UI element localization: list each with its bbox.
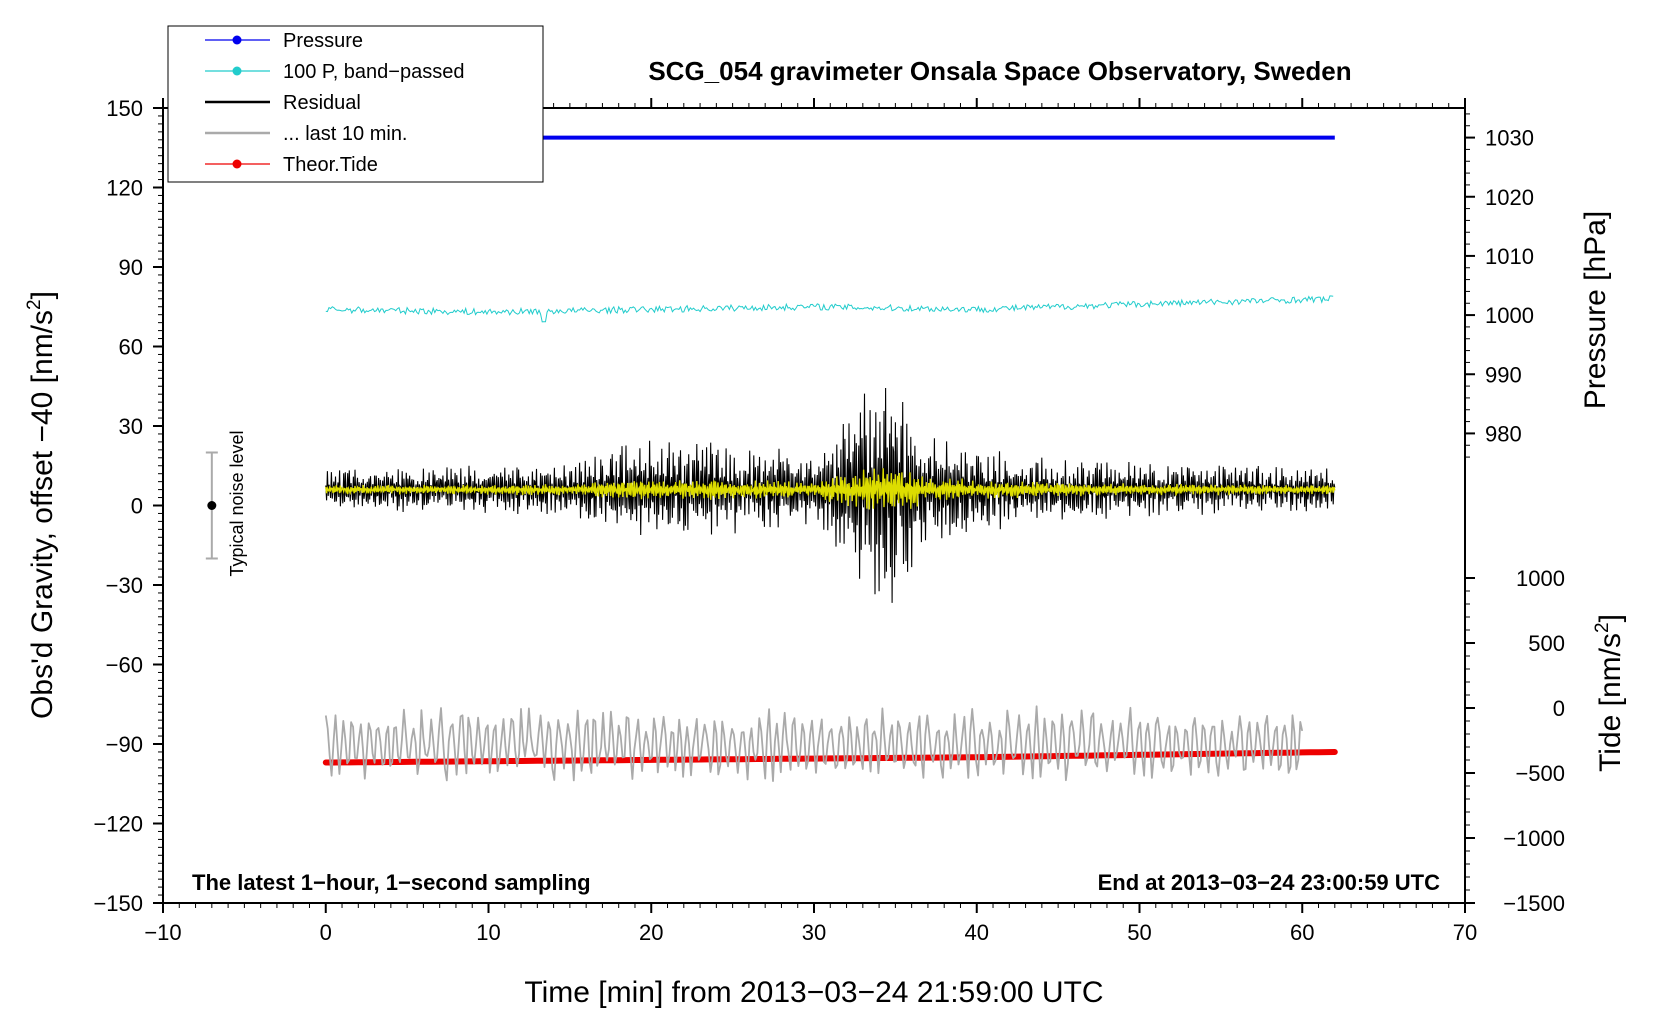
- x-tick-label: −10: [144, 920, 181, 945]
- left-axis-title-main: Obs'd Gravity, offset −40 [nm/s: [26, 310, 59, 719]
- left-tick-label: 90: [119, 255, 143, 280]
- tide-axis-title-main: Tide [nm/s: [1594, 633, 1627, 772]
- tide-tick-label: 1000: [1516, 566, 1565, 591]
- chart-title: SCG_054 gravimeter Onsala Space Observat…: [648, 56, 1351, 86]
- tide-tick-label: 0: [1553, 696, 1565, 721]
- tide-tick-label: 500: [1528, 631, 1565, 656]
- legend-label: Theor.Tide: [283, 154, 378, 176]
- pressure-tick-label: 1030: [1485, 126, 1534, 151]
- left-tick-label: −90: [106, 732, 143, 757]
- annotation-bottom-left: The latest 1−hour, 1−second sampling: [192, 870, 591, 895]
- noise-level-label: Typical noise level: [227, 430, 247, 576]
- legend-label: ... last 10 min.: [283, 123, 408, 145]
- left-tick-label: 60: [119, 335, 143, 360]
- x-tick-label: 30: [802, 920, 826, 945]
- left-tick-label: 120: [106, 176, 143, 201]
- series-band-passed-pressure: [325, 295, 1334, 323]
- pressure-tick-label: 980: [1485, 421, 1522, 446]
- x-tick-label: 20: [639, 920, 663, 945]
- axes-layer: −10 0 10 20 30 40 50 60 70−150−120−90−60−3003060…: [93, 96, 1565, 945]
- plot-area: [162, 107, 1466, 904]
- tide-tick-label: −500: [1515, 761, 1565, 786]
- legend: Pressure 100 P, band−passed Residual ... la…: [167, 25, 544, 183]
- legend-label: Pressure: [283, 30, 363, 52]
- left-tick-label: 30: [119, 414, 143, 439]
- pressure-tick-label: 1010: [1485, 244, 1534, 269]
- legend-swatch-marker: [232, 159, 242, 169]
- series-filtered-residual: [325, 468, 1336, 510]
- x-axis-title: Time [min] from 2013−03−24 21:59:00 UTC: [524, 976, 1103, 1009]
- pressure-axis-title: Pressure [hPa]: [1579, 211, 1612, 409]
- left-axis-title-sup: 2: [24, 299, 45, 310]
- legend-box: [167, 25, 544, 183]
- tide-tick-label: −1500: [1503, 891, 1565, 916]
- x-tick-label: 70: [1453, 920, 1477, 945]
- series-theor-tide: [322, 749, 1338, 766]
- series-last-10-min: [324, 705, 1304, 782]
- pressure-tick-label: 1020: [1485, 185, 1534, 210]
- x-tick-label: 40: [965, 920, 989, 945]
- legend-items: Pressure 100 P, band−passed Residual ... la…: [205, 30, 464, 176]
- tide-tick-label: −1000: [1503, 826, 1565, 851]
- left-tick-label: 0: [131, 494, 143, 519]
- pressure-tick-label: 1000: [1485, 303, 1534, 328]
- legend-label: Residual: [283, 92, 361, 114]
- legend-label: 100 P, band−passed: [283, 61, 464, 83]
- legend-swatch-marker: [232, 35, 242, 45]
- left-tick-label: −120: [93, 812, 143, 837]
- left-axis-title: Obs'd Gravity, offset −40 [nm/s2]: [24, 291, 59, 719]
- tide-axis-title: Tide [nm/s2]: [1592, 614, 1627, 772]
- x-tick-label: 10: [476, 920, 500, 945]
- left-tick-label: −150: [93, 891, 143, 916]
- annotation-bottom-right: End at 2013−03−24 23:00:59 UTC: [1098, 870, 1441, 895]
- pressure-tick-label: 990: [1485, 362, 1522, 387]
- tide-axis-title-end: ]: [1594, 614, 1627, 622]
- left-tick-label: −30: [106, 573, 143, 598]
- tide-axis-title-sup: 2: [1592, 622, 1613, 633]
- left-tick-label: 150: [106, 96, 143, 121]
- left-tick-label: −60: [106, 653, 143, 678]
- x-tick-label: 50: [1127, 920, 1151, 945]
- x-tick-label: 60: [1290, 920, 1314, 945]
- noise-level-point: [207, 501, 217, 510]
- legend-swatch-marker: [232, 66, 242, 76]
- x-tick-label: 0: [320, 920, 332, 945]
- left-axis-title-end: ]: [26, 291, 59, 299]
